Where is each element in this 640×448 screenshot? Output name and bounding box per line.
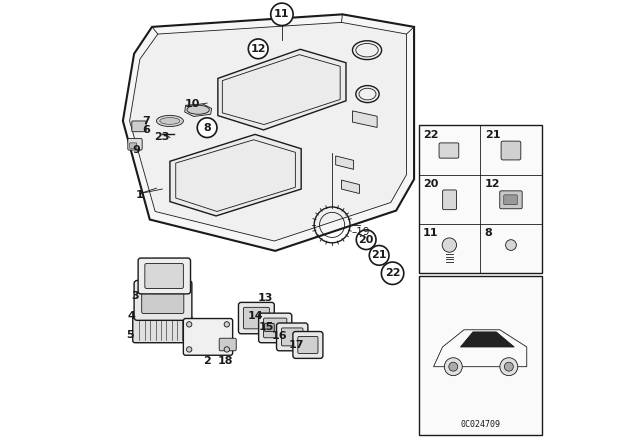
FancyBboxPatch shape [504,195,517,205]
Polygon shape [353,111,377,128]
Circle shape [197,118,217,138]
Text: 11: 11 [274,9,290,19]
FancyBboxPatch shape [141,287,184,314]
Circle shape [356,230,376,250]
Circle shape [442,238,456,252]
Ellipse shape [187,105,209,114]
Bar [419,125,541,273]
FancyBboxPatch shape [298,336,318,353]
Text: –19: –19 [351,227,370,237]
Polygon shape [170,134,301,216]
Circle shape [271,3,293,26]
Text: 5: 5 [126,330,133,340]
Text: 10: 10 [185,99,200,109]
Text: 14: 14 [247,311,263,321]
Text: 8: 8 [484,228,492,238]
Bar [419,276,541,435]
Text: 21: 21 [371,250,387,260]
Text: 6: 6 [143,125,150,135]
Circle shape [186,347,192,352]
Text: 2: 2 [204,356,211,366]
Text: 1: 1 [136,190,144,200]
Text: 13: 13 [258,293,273,303]
Ellipse shape [160,118,180,125]
Polygon shape [123,14,414,251]
Circle shape [381,262,404,284]
FancyBboxPatch shape [264,318,287,338]
FancyBboxPatch shape [184,319,233,355]
Text: 22: 22 [423,130,438,140]
FancyBboxPatch shape [243,307,269,329]
Polygon shape [185,104,212,116]
Polygon shape [342,180,360,194]
Text: 4: 4 [127,311,135,321]
FancyBboxPatch shape [220,338,236,351]
Circle shape [449,362,458,371]
FancyBboxPatch shape [138,258,191,294]
FancyBboxPatch shape [132,121,146,132]
Text: 18: 18 [218,356,234,366]
Polygon shape [130,22,406,241]
FancyBboxPatch shape [134,280,192,320]
FancyBboxPatch shape [293,332,323,358]
FancyBboxPatch shape [443,190,456,210]
Text: 8: 8 [204,123,211,133]
FancyBboxPatch shape [264,323,275,332]
Polygon shape [460,332,514,347]
Circle shape [369,246,389,265]
FancyBboxPatch shape [439,143,459,158]
Circle shape [224,347,230,352]
Circle shape [224,322,230,327]
Circle shape [186,322,192,327]
FancyBboxPatch shape [501,141,521,160]
Circle shape [444,358,462,375]
Text: 15: 15 [259,322,274,332]
FancyBboxPatch shape [282,328,303,346]
Polygon shape [218,49,346,130]
Polygon shape [336,156,354,169]
Circle shape [248,39,268,59]
FancyBboxPatch shape [145,263,184,289]
Text: 12: 12 [250,44,266,54]
Circle shape [506,240,516,250]
FancyBboxPatch shape [276,323,308,351]
Text: 21: 21 [484,130,500,140]
Text: 20: 20 [423,179,438,189]
Text: 9: 9 [132,145,140,155]
FancyBboxPatch shape [239,302,275,334]
FancyBboxPatch shape [132,316,192,343]
Text: 0C024709: 0C024709 [460,420,500,429]
FancyBboxPatch shape [130,143,137,148]
FancyBboxPatch shape [128,138,142,150]
Text: 22: 22 [385,268,401,278]
Ellipse shape [157,116,184,127]
Text: 12: 12 [484,179,500,189]
Circle shape [500,358,518,375]
Text: 23: 23 [155,132,170,142]
Text: 16: 16 [272,331,287,341]
Text: 11: 11 [423,228,438,238]
FancyBboxPatch shape [500,191,522,209]
Text: 17: 17 [289,340,305,350]
Text: 7: 7 [143,116,150,126]
Text: 20: 20 [358,235,374,245]
Text: 3: 3 [132,291,140,301]
FancyBboxPatch shape [259,313,292,343]
Circle shape [504,362,513,371]
